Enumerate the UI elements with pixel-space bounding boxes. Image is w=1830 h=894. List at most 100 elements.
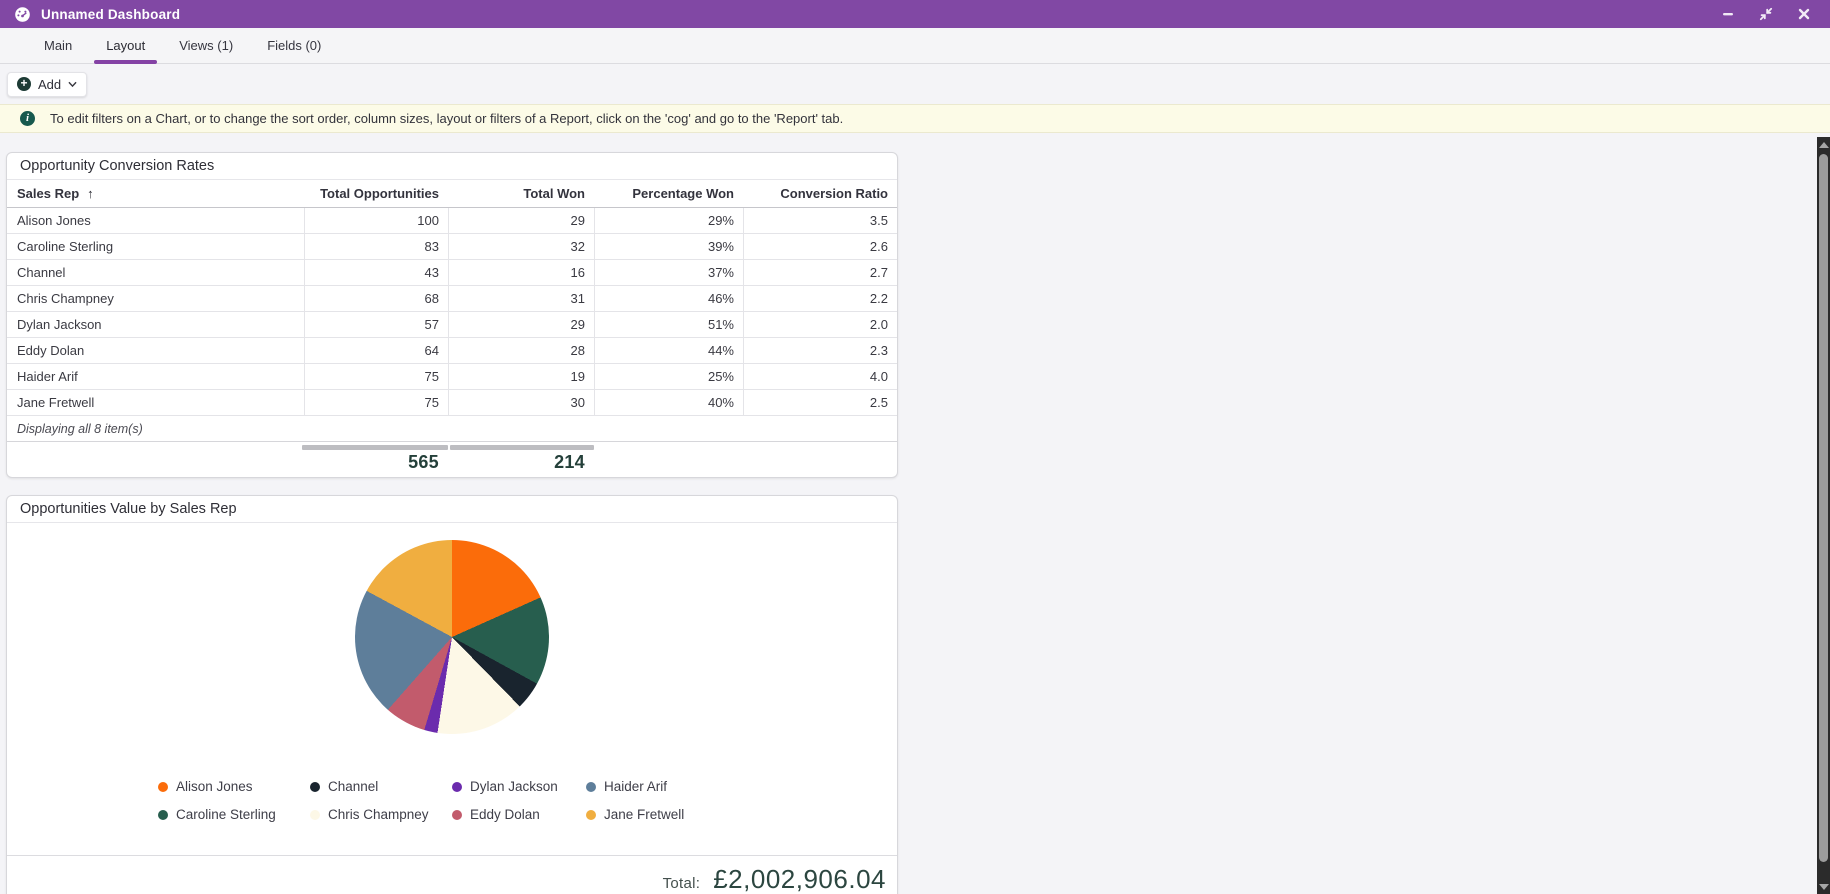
cell-sales-rep: Caroline Sterling [17, 239, 114, 254]
pie-chart[interactable] [355, 540, 549, 734]
cell-total-opportunities: 100 [304, 208, 448, 233]
cell-conversion-ratio: 4.0 [743, 364, 897, 389]
cell-total-won: 31 [448, 286, 594, 311]
cell-conversion-ratio: 2.5 [743, 390, 897, 415]
window-titlebar: Unnamed Dashboard [0, 0, 1830, 28]
cell-percentage-won: 29% [594, 208, 743, 233]
minimize-button[interactable] [1720, 6, 1736, 22]
legend-swatch-icon [452, 809, 462, 820]
cell-percentage-won: 40% [594, 390, 743, 415]
column-header-conversion-ratio[interactable]: Conversion Ratio [780, 186, 888, 201]
legend-swatch-icon [310, 809, 320, 820]
cell-conversion-ratio: 2.0 [743, 312, 897, 337]
scrollbar-thumb[interactable] [1819, 154, 1828, 862]
tab-layout[interactable]: Layout [94, 28, 158, 64]
chart-total-row: Total: £2,002,906.04 [7, 855, 897, 894]
chevron-down-icon [68, 81, 77, 87]
tab-main[interactable]: Main [44, 38, 73, 53]
cell-total-opportunities: 75 [304, 390, 448, 415]
table-body: Alison Jones 100 29 29% 3.5 Caroline Sterling… [7, 207, 897, 415]
column-header-total-won[interactable]: Total Won [523, 186, 585, 201]
window-title: Unnamed Dashboard [41, 6, 181, 22]
legend-swatch-icon [158, 809, 168, 820]
table-row[interactable]: Eddy Dolan 64 28 44% 2.3 [7, 337, 897, 363]
tab-fields[interactable]: Fields (0) [267, 38, 322, 53]
table-row[interactable]: Chris Champney 68 31 46% 2.2 [7, 285, 897, 311]
table-header-row: Sales Rep ↑ Total Opportunities Total Wo… [7, 180, 897, 207]
cell-sales-rep: Dylan Jackson [17, 317, 102, 332]
legend-item[interactable]: Caroline Sterling [158, 807, 310, 822]
table-row[interactable]: Alison Jones 100 29 29% 3.5 [7, 207, 897, 233]
cell-sales-rep: Haider Arif [17, 369, 78, 384]
table-row[interactable]: Jane Fretwell 75 30 40% 2.5 [7, 389, 897, 415]
table-footer-note: Displaying all 8 item(s) [7, 415, 897, 442]
legend-swatch-icon [586, 809, 596, 820]
cell-conversion-ratio: 2.7 [743, 260, 897, 285]
cell-conversion-ratio: 3.5 [743, 208, 897, 233]
total-won-bar [450, 445, 594, 450]
chart-card-opportunities-value: Opportunities Value by Sales Rep Alison … [6, 495, 898, 894]
legend-item[interactable]: Eddy Dolan [452, 807, 586, 822]
cell-percentage-won: 46% [594, 286, 743, 311]
column-header-percentage-won[interactable]: Percentage Won [632, 186, 734, 201]
cell-sales-rep: Chris Champney [17, 291, 114, 306]
legend-item[interactable]: Haider Arif [586, 779, 746, 794]
cell-conversion-ratio: 2.2 [743, 286, 897, 311]
cell-total-opportunities: 64 [304, 338, 448, 363]
legend-item[interactable]: Dylan Jackson [452, 779, 586, 794]
info-banner: i To edit filters on a Chart, or to chan… [0, 104, 1830, 133]
add-button[interactable]: + Add [7, 71, 88, 97]
cell-total-won: 32 [448, 234, 594, 259]
cell-total-opportunities: 68 [304, 286, 448, 311]
dashboard-canvas: Opportunity Conversion Rates Sales Rep ↑… [0, 133, 1830, 894]
table-row[interactable]: Haider Arif 75 19 25% 4.0 [7, 363, 897, 389]
info-icon: i [20, 111, 35, 126]
cell-total-opportunities: 75 [304, 364, 448, 389]
cell-total-opportunities: 43 [304, 260, 448, 285]
cell-conversion-ratio: 2.6 [743, 234, 897, 259]
scroll-down-arrow-icon[interactable] [1818, 884, 1829, 890]
table-row[interactable]: Dylan Jackson 57 29 51% 2.0 [7, 311, 897, 337]
cell-percentage-won: 37% [594, 260, 743, 285]
cell-total-opportunities: 57 [304, 312, 448, 337]
legend-swatch-icon [310, 781, 320, 792]
total-opportunities-bar [302, 445, 448, 450]
legend-item[interactable]: Channel [310, 779, 452, 794]
tab-bar: Main Layout Views (1) Fields (0) [0, 28, 1830, 64]
dashboard-gauge-icon [15, 6, 30, 22]
toolbar: + Add [0, 64, 1830, 104]
cell-sales-rep: Eddy Dolan [17, 343, 85, 358]
chart-total-value: £2,002,906.04 [713, 864, 886, 894]
cell-sales-rep: Alison Jones [17, 213, 91, 228]
legend-item[interactable]: Jane Fretwell [586, 807, 746, 822]
table-row[interactable]: Channel 43 16 37% 2.7 [7, 259, 897, 285]
restore-window-button[interactable] [1758, 6, 1774, 22]
table-row[interactable]: Caroline Sterling 83 32 39% 2.6 [7, 233, 897, 259]
column-header-total-opportunities[interactable]: Total Opportunities [320, 186, 439, 201]
report-card-opportunity-conversion-rates: Opportunity Conversion Rates Sales Rep ↑… [6, 152, 898, 478]
cell-total-won: 19 [448, 364, 594, 389]
legend-label: Channel [328, 779, 379, 794]
column-header-sales-rep[interactable]: Sales Rep ↑ [17, 186, 94, 201]
report-card-title: Opportunity Conversion Rates [7, 153, 897, 180]
legend-label: Eddy Dolan [470, 807, 540, 822]
cell-conversion-ratio: 2.3 [743, 338, 897, 363]
legend-label: Chris Champney [328, 807, 429, 822]
close-button[interactable] [1796, 6, 1812, 22]
cell-total-won: 16 [448, 260, 594, 285]
cell-percentage-won: 44% [594, 338, 743, 363]
legend-label: Alison Jones [176, 779, 253, 794]
legend-item[interactable]: Alison Jones [158, 779, 310, 794]
legend-label: Haider Arif [604, 779, 668, 794]
legend-item[interactable]: Chris Champney [310, 807, 452, 822]
cell-percentage-won: 25% [594, 364, 743, 389]
pie-legend: Alison Jones Channel Dylan Jackson Haider A… [7, 779, 897, 822]
legend-label: Dylan Jackson [470, 779, 558, 794]
legend-label: Jane Fretwell [604, 807, 685, 822]
legend-label: Caroline Sterling [176, 807, 276, 822]
cell-percentage-won: 51% [594, 312, 743, 337]
cell-percentage-won: 39% [594, 234, 743, 259]
tab-views[interactable]: Views (1) [179, 38, 234, 53]
scroll-up-arrow-icon[interactable] [1818, 142, 1829, 148]
vertical-scrollbar[interactable] [1817, 137, 1830, 894]
